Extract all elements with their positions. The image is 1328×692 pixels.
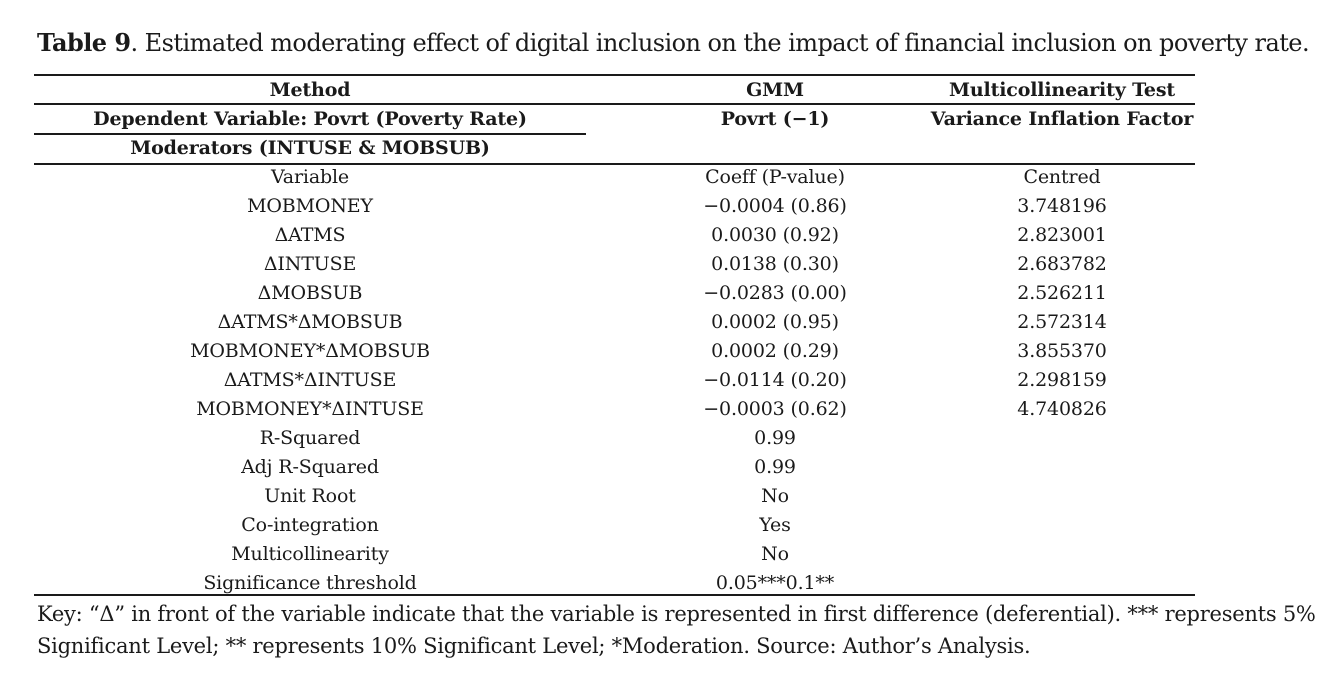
- table-row: ΔATMS*ΔMOBSUB 0.0002 (0.95) 2.572314: [34, 308, 1195, 337]
- table-row: Significance threshold 0.05***0.1**: [34, 569, 1195, 598]
- row-variable: MOBMONEY*ΔINTUSE: [196, 398, 424, 420]
- header-dependent-variable: Dependent Variable: Povrt (Poverty Rate): [93, 108, 527, 130]
- table-caption: Table 9. Estimated moderating effect of …: [37, 27, 1317, 59]
- row-coeff: −0.0003 (0.62): [703, 398, 847, 420]
- regression-table: Method GMM Multicollinearity Test Depend…: [34, 74, 1195, 598]
- row-vif: 4.740826: [1017, 398, 1107, 420]
- row-variable: R-Squared: [259, 427, 361, 449]
- row-coeff: No: [761, 485, 789, 507]
- row-variable: Multicollinearity: [231, 543, 389, 565]
- row-vif: 2.298159: [1017, 369, 1107, 391]
- row-variable: ΔINTUSE: [263, 253, 357, 275]
- header-row-2: Dependent Variable: Povrt (Poverty Rate)…: [34, 105, 1195, 134]
- table-row: Co-integration Yes: [34, 511, 1195, 540]
- row-variable: Unit Root: [264, 485, 356, 507]
- row-coeff: 0.0002 (0.95): [711, 311, 839, 333]
- header-rule-1: [34, 103, 1195, 105]
- row-coeff: 0.05***0.1**: [715, 572, 835, 594]
- header-rule-2: [34, 133, 586, 135]
- row-coeff: −0.0114 (0.20): [703, 369, 847, 391]
- row-vif: [894, 540, 1230, 569]
- bottom-rule: [34, 594, 1195, 596]
- table-row: Multicollinearity No: [34, 540, 1195, 569]
- row-coeff: 0.0030 (0.92): [711, 224, 839, 246]
- table-row: Unit Root No: [34, 482, 1195, 511]
- header-rule-3: [34, 163, 1195, 165]
- row-vif: [894, 424, 1230, 453]
- row-coeff: −0.0283 (0.00): [703, 282, 847, 304]
- row-variable: Significance threshold: [203, 572, 417, 594]
- top-rule: [34, 74, 1195, 76]
- table-row: ΔINTUSE 0.0138 (0.30) 2.683782: [34, 250, 1195, 279]
- table-row: R-Squared 0.99: [34, 424, 1195, 453]
- row-variable: ΔMOBSUB: [257, 282, 363, 304]
- row-vif: 3.855370: [1017, 340, 1107, 362]
- row-variable: Adj R-Squared: [241, 456, 379, 478]
- header-moderators: Moderators (INTUSE & MOBSUB): [130, 137, 490, 159]
- column-centred: Centred: [1023, 166, 1101, 188]
- row-variable: MOBMONEY: [247, 195, 373, 217]
- header-method: Method: [269, 79, 351, 101]
- row-vif: 2.526211: [1017, 282, 1107, 304]
- table-row: MOBMONEY −0.0004 (0.86) 3.748196: [34, 192, 1195, 221]
- column-variable: Variable: [270, 166, 350, 188]
- row-coeff: 0.99: [754, 456, 796, 478]
- row-variable: ΔATMS: [274, 224, 346, 246]
- column-label-row: Variable Coeff (P-value) Centred: [34, 163, 1195, 192]
- header-gmm: GMM: [746, 79, 804, 101]
- row-variable: Co-integration: [241, 514, 379, 536]
- row-vif: 2.572314: [1017, 311, 1107, 333]
- table-row: Adj R-Squared 0.99: [34, 453, 1195, 482]
- header-lag: Povrt (−1): [720, 108, 830, 130]
- row-vif: 2.683782: [1017, 253, 1107, 275]
- caption-text: . Estimated moderating effect of digital…: [130, 29, 1310, 57]
- row-vif: 3.748196: [1017, 195, 1107, 217]
- row-coeff: No: [761, 543, 789, 565]
- column-coeff: Coeff (P-value): [705, 166, 845, 188]
- table-row: ΔMOBSUB −0.0283 (0.00) 2.526211: [34, 279, 1195, 308]
- row-vif: [894, 482, 1230, 511]
- row-coeff: −0.0004 (0.86): [703, 195, 847, 217]
- header-vif: Variance Inflation Factor: [930, 108, 1194, 130]
- row-coeff: 0.99: [754, 427, 796, 449]
- table-key-note: Key: “Δ” in front of the variable indica…: [37, 602, 1316, 658]
- table-row: ΔATMS 0.0030 (0.92) 2.823001: [34, 221, 1195, 250]
- table-label: Table 9: [37, 28, 131, 57]
- row-coeff: Yes: [759, 514, 791, 536]
- header-row-3: Moderators (INTUSE & MOBSUB): [34, 134, 1195, 163]
- header-multicollinearity-test: Multicollinearity Test: [948, 79, 1176, 101]
- row-coeff: 0.0002 (0.29): [711, 340, 839, 362]
- table-row: MOBMONEY*ΔINTUSE −0.0003 (0.62) 4.740826: [34, 395, 1195, 424]
- row-vif: 2.823001: [1017, 224, 1107, 246]
- row-coeff: 0.0138 (0.30): [711, 253, 839, 275]
- table-row: MOBMONEY*ΔMOBSUB 0.0002 (0.29) 3.855370: [34, 337, 1195, 366]
- row-vif: [894, 453, 1230, 482]
- header-row-1: Method GMM Multicollinearity Test: [34, 76, 1195, 105]
- row-variable: ΔATMS*ΔINTUSE: [223, 369, 397, 391]
- row-variable: MOBMONEY*ΔMOBSUB: [190, 340, 430, 362]
- row-vif: [894, 511, 1230, 540]
- row-variable: ΔATMS*ΔMOBSUB: [217, 311, 403, 333]
- table-row: ΔATMS*ΔINTUSE −0.0114 (0.20) 2.298159: [34, 366, 1195, 395]
